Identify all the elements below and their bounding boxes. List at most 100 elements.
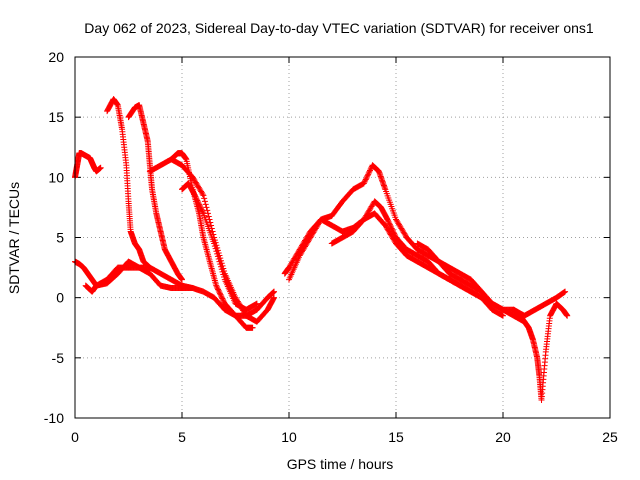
y-tick-label: 0 — [56, 290, 64, 306]
data-point — [197, 203, 204, 210]
data-point — [193, 196, 200, 203]
data-point — [219, 268, 226, 275]
data-point — [360, 180, 367, 187]
data-point — [196, 201, 203, 208]
data-point — [193, 194, 200, 201]
data-point — [361, 179, 368, 186]
data-point — [214, 250, 221, 257]
data-point — [365, 170, 372, 177]
data-point — [196, 202, 203, 209]
data-point — [362, 176, 369, 183]
x-tick-labels: 0 5 10 15 20 25 — [71, 429, 618, 445]
data-point — [384, 216, 391, 223]
data-point — [213, 248, 220, 255]
data-point — [203, 204, 210, 211]
data-point — [192, 193, 199, 200]
data-point — [217, 261, 224, 268]
data-point — [385, 217, 392, 224]
data-point — [385, 219, 392, 226]
x-tick-label: 5 — [178, 429, 186, 445]
data-point — [197, 205, 204, 212]
data-markers — [72, 96, 571, 403]
data-point — [219, 296, 226, 303]
data-point — [562, 288, 569, 295]
data-point — [202, 201, 209, 208]
y-tick-label: 15 — [48, 109, 64, 125]
x-tick-label: 20 — [495, 429, 511, 445]
data-point — [204, 207, 211, 214]
y-tick-label: 20 — [48, 49, 64, 65]
y-tick-labels: -10 -5 0 5 10 15 20 — [44, 49, 64, 426]
data-point — [367, 166, 374, 173]
data-point — [363, 175, 370, 182]
data-point — [218, 292, 225, 299]
x-tick-label: 0 — [71, 429, 79, 445]
data-point — [179, 276, 185, 283]
data-point — [194, 198, 201, 205]
series-track-i — [281, 198, 506, 319]
data-point — [215, 286, 222, 293]
series-track-j — [286, 162, 485, 295]
series-track-e — [125, 102, 185, 283]
x-axis-label: GPS time / hours — [287, 456, 394, 472]
data-point — [388, 224, 395, 231]
data-point — [208, 222, 215, 229]
data-point — [213, 283, 220, 290]
data-point — [198, 206, 205, 213]
data-point — [211, 240, 218, 247]
data-point — [364, 172, 371, 179]
y-tick-label: 10 — [48, 169, 64, 185]
series-track-a — [72, 150, 104, 181]
data-point — [500, 312, 506, 319]
chart-title: Day 062 of 2023, Sidereal Day-to-day VTE… — [84, 20, 594, 36]
data-point — [219, 295, 226, 302]
data-point — [146, 264, 153, 271]
data-point — [362, 177, 369, 184]
series-track-k — [328, 210, 528, 325]
series-track-g — [168, 156, 278, 325]
series-track-m — [510, 300, 571, 403]
data-point — [215, 287, 222, 294]
data-point — [200, 192, 207, 199]
series-track-d — [104, 96, 153, 271]
plot-frame — [74, 56, 611, 419]
data-point — [216, 290, 223, 297]
data-point — [217, 291, 224, 298]
data-point — [253, 300, 260, 307]
data-point — [205, 213, 212, 220]
data-point — [216, 258, 223, 265]
data-point — [220, 298, 227, 305]
data-point — [249, 324, 256, 331]
data-point — [366, 168, 373, 175]
data-point — [194, 197, 201, 204]
data-point — [201, 198, 208, 205]
x-tick-label: 15 — [388, 429, 404, 445]
data-point — [365, 171, 372, 178]
data-point — [199, 209, 206, 216]
data-point — [271, 294, 278, 301]
data-point — [386, 221, 393, 228]
y-tick-label: -5 — [52, 350, 65, 366]
data-point — [387, 222, 394, 229]
data-point — [386, 220, 393, 227]
y-tick-label: 5 — [56, 230, 64, 246]
data-point — [220, 271, 227, 278]
data-point — [199, 191, 206, 198]
data-point — [214, 285, 221, 292]
data-point — [363, 173, 370, 180]
y-tick-label: -10 — [44, 410, 64, 426]
data-point — [216, 289, 223, 296]
x-tick-label: 10 — [281, 429, 297, 445]
data-point — [195, 200, 202, 207]
data-point — [191, 192, 198, 199]
data-point — [214, 253, 221, 260]
x-tick-label: 25 — [602, 429, 618, 445]
data-point — [564, 312, 571, 319]
data-point — [211, 243, 218, 250]
data-point — [218, 294, 225, 301]
y-axis-label: SDTVAR / TECUs — [6, 182, 22, 294]
data-point — [217, 263, 224, 270]
data-point — [215, 255, 222, 262]
data-point — [271, 288, 278, 295]
